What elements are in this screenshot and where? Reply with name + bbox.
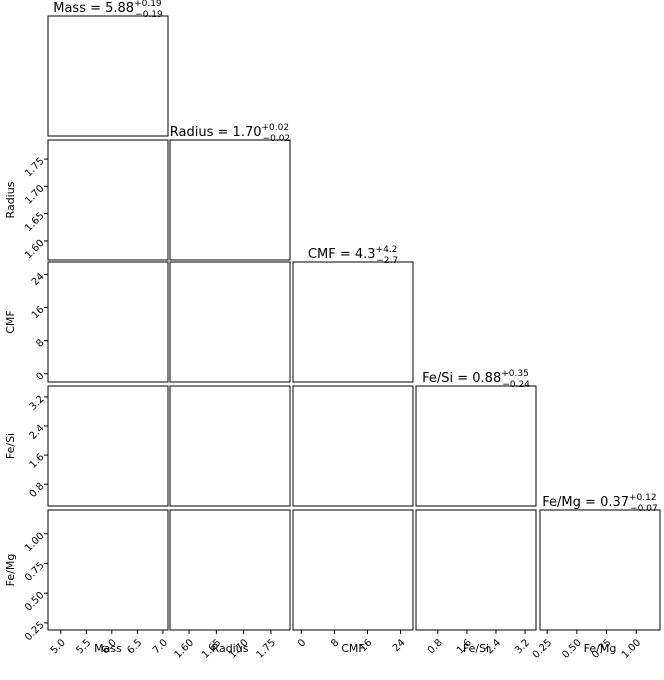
scatter-point (116, 633, 117, 634)
scatter-point (115, 631, 116, 632)
